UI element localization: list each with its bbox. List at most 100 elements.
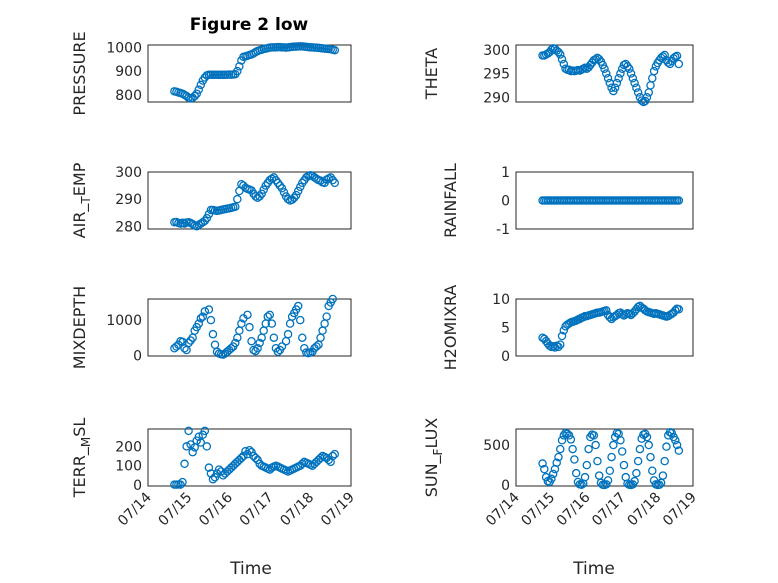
data-point <box>582 460 592 470</box>
y-tick-label: 295 <box>483 67 510 83</box>
data-point <box>267 174 277 184</box>
data-point <box>623 62 632 71</box>
data-point <box>552 341 561 350</box>
y-tick-label: 300 <box>483 43 510 59</box>
data-point <box>328 294 337 304</box>
data-point <box>612 78 622 88</box>
data-point <box>194 85 203 94</box>
data-point <box>226 344 236 353</box>
data-point <box>658 471 668 480</box>
data-point <box>231 338 240 348</box>
data-point <box>312 342 321 351</box>
data-point <box>178 477 187 487</box>
data-point <box>655 480 664 490</box>
data-point <box>330 45 340 55</box>
data-point <box>619 460 629 470</box>
y-axis-label: RAINFALL <box>441 163 460 238</box>
data-point <box>589 431 599 440</box>
data-point <box>233 66 242 76</box>
data-point <box>283 329 293 339</box>
data-point <box>194 432 203 441</box>
data-point <box>662 442 671 451</box>
data-point <box>577 480 586 490</box>
data-point <box>188 447 197 457</box>
data-point <box>300 344 309 353</box>
data-point <box>326 457 335 467</box>
data-point <box>580 472 590 482</box>
data-point <box>330 449 340 459</box>
data-point <box>267 319 277 328</box>
data-point <box>206 315 216 325</box>
y-tick-label: 300 <box>115 165 142 181</box>
y-tick-label: 0 <box>133 348 142 364</box>
data-point <box>610 83 620 93</box>
data-point <box>302 173 311 182</box>
data-point <box>253 344 262 353</box>
data-point <box>322 312 331 321</box>
data-point <box>237 319 246 328</box>
data-point <box>291 190 301 200</box>
data-point <box>552 458 561 467</box>
data-point <box>556 444 565 454</box>
data-point <box>633 88 643 97</box>
y-tick-label: 900 <box>115 64 142 80</box>
data-point <box>614 74 623 83</box>
data-point <box>644 440 654 450</box>
data-point <box>204 305 214 314</box>
data-point <box>672 440 682 450</box>
data-point <box>648 466 657 475</box>
y-axis-label: TERR_MSL <box>70 418 93 499</box>
y-tick-label: 0 <box>501 349 510 365</box>
data-point <box>251 453 260 463</box>
data-point <box>554 342 563 352</box>
y-tick-label: 200 <box>115 439 142 455</box>
data-point <box>202 442 212 451</box>
data-point <box>605 466 615 475</box>
data-point <box>200 307 210 316</box>
data-point <box>607 452 616 462</box>
data-point <box>570 455 579 464</box>
y-tick-label: 0 <box>501 478 510 494</box>
data-point <box>646 452 655 462</box>
data-point <box>328 451 337 461</box>
y-axis-label: PRESSURE <box>70 31 89 115</box>
subplot-row2-left: 280 290 300 AIR_TEMP <box>70 162 352 238</box>
data-point <box>243 310 252 320</box>
data-point <box>190 91 199 101</box>
data-point <box>591 55 600 64</box>
data-point <box>557 435 567 445</box>
y-axis-label: H2OMIXRA <box>441 285 460 371</box>
data-point <box>548 469 558 479</box>
data-point <box>547 474 556 484</box>
data-point <box>231 202 240 211</box>
data-point <box>602 306 611 315</box>
data-point <box>642 432 652 442</box>
data-point <box>556 340 565 349</box>
y-tick-label: 290 <box>483 90 510 106</box>
data-point <box>557 55 567 64</box>
data-point <box>674 196 684 205</box>
data-point <box>283 194 293 204</box>
y-tick-label: 290 <box>115 192 142 208</box>
data-point <box>208 474 218 484</box>
data-point <box>180 344 189 353</box>
data-point <box>259 185 268 194</box>
data-point <box>235 62 244 71</box>
data-point <box>316 176 325 185</box>
data-point <box>571 468 581 478</box>
data-point <box>330 178 340 188</box>
data-point <box>554 452 563 462</box>
data-point <box>625 309 634 319</box>
data-point <box>298 459 307 469</box>
data-point <box>257 189 266 198</box>
data-point <box>616 435 625 445</box>
data-point <box>584 444 593 454</box>
data-point <box>293 301 303 311</box>
data-point <box>196 80 206 90</box>
data-point <box>602 69 611 78</box>
data-point <box>556 50 565 59</box>
data-point <box>273 347 283 357</box>
data-point <box>566 435 576 444</box>
data-point <box>180 459 189 469</box>
data-point <box>194 319 203 328</box>
